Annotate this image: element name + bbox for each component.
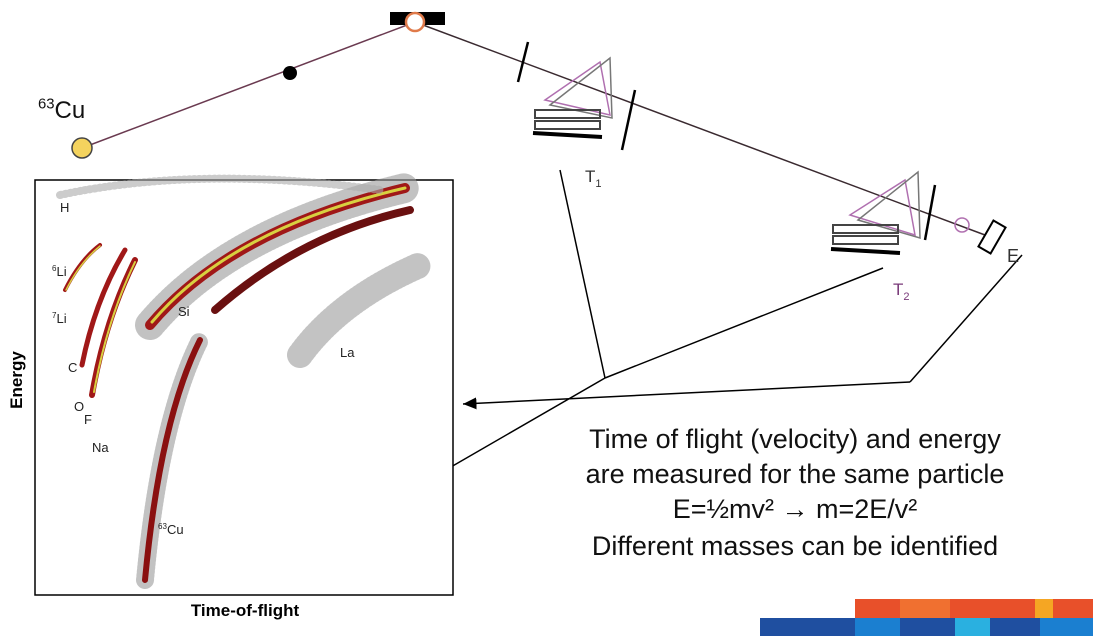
subscript: 1 — [595, 178, 601, 190]
label-text: Cu — [167, 522, 184, 537]
label-text: C — [68, 360, 77, 375]
label: O — [74, 399, 84, 414]
detector-t1 — [518, 42, 635, 150]
caption-line: Time of flight (velocity) and energy — [589, 424, 1001, 454]
energy-detector-label: E — [1007, 246, 1019, 266]
label-text: Li — [56, 264, 66, 279]
detector-t2 — [831, 172, 1006, 253]
label: La — [340, 345, 355, 360]
caption-line: E=½mv² → m=2E/v² — [673, 494, 918, 524]
label: C — [68, 360, 77, 375]
caption: Time of flight (velocity) and energy are… — [586, 424, 1005, 561]
label-text: T — [893, 280, 903, 299]
y-axis-label: Energy — [7, 351, 26, 409]
diagram: Energy Time-of-flight E Time of flight (… — [0, 0, 1093, 636]
caption-line: Different masses can be identified — [592, 531, 998, 561]
label-text: Si — [178, 304, 190, 319]
subscript: 2 — [903, 291, 909, 303]
label: Si — [178, 304, 190, 319]
label-text: Cu — [55, 97, 86, 124]
label: F — [84, 412, 92, 427]
label-text: F — [84, 412, 92, 427]
label-text: Li — [56, 311, 66, 326]
label: Na — [92, 440, 109, 455]
label: H — [60, 200, 69, 215]
label-text: H — [60, 200, 69, 215]
label: T2 — [893, 280, 910, 303]
label-text: Na — [92, 440, 109, 455]
label-text: O — [74, 399, 84, 414]
decor-bar — [760, 599, 1093, 636]
x-axis-label: Time-of-flight — [191, 601, 300, 620]
label: 63Cu — [38, 96, 85, 124]
superscript: 63 — [38, 96, 55, 112]
caption-line: are measured for the same particle — [586, 459, 1005, 489]
label: T1 — [585, 167, 602, 190]
label-text: T — [585, 167, 595, 186]
label-text: La — [340, 345, 355, 360]
